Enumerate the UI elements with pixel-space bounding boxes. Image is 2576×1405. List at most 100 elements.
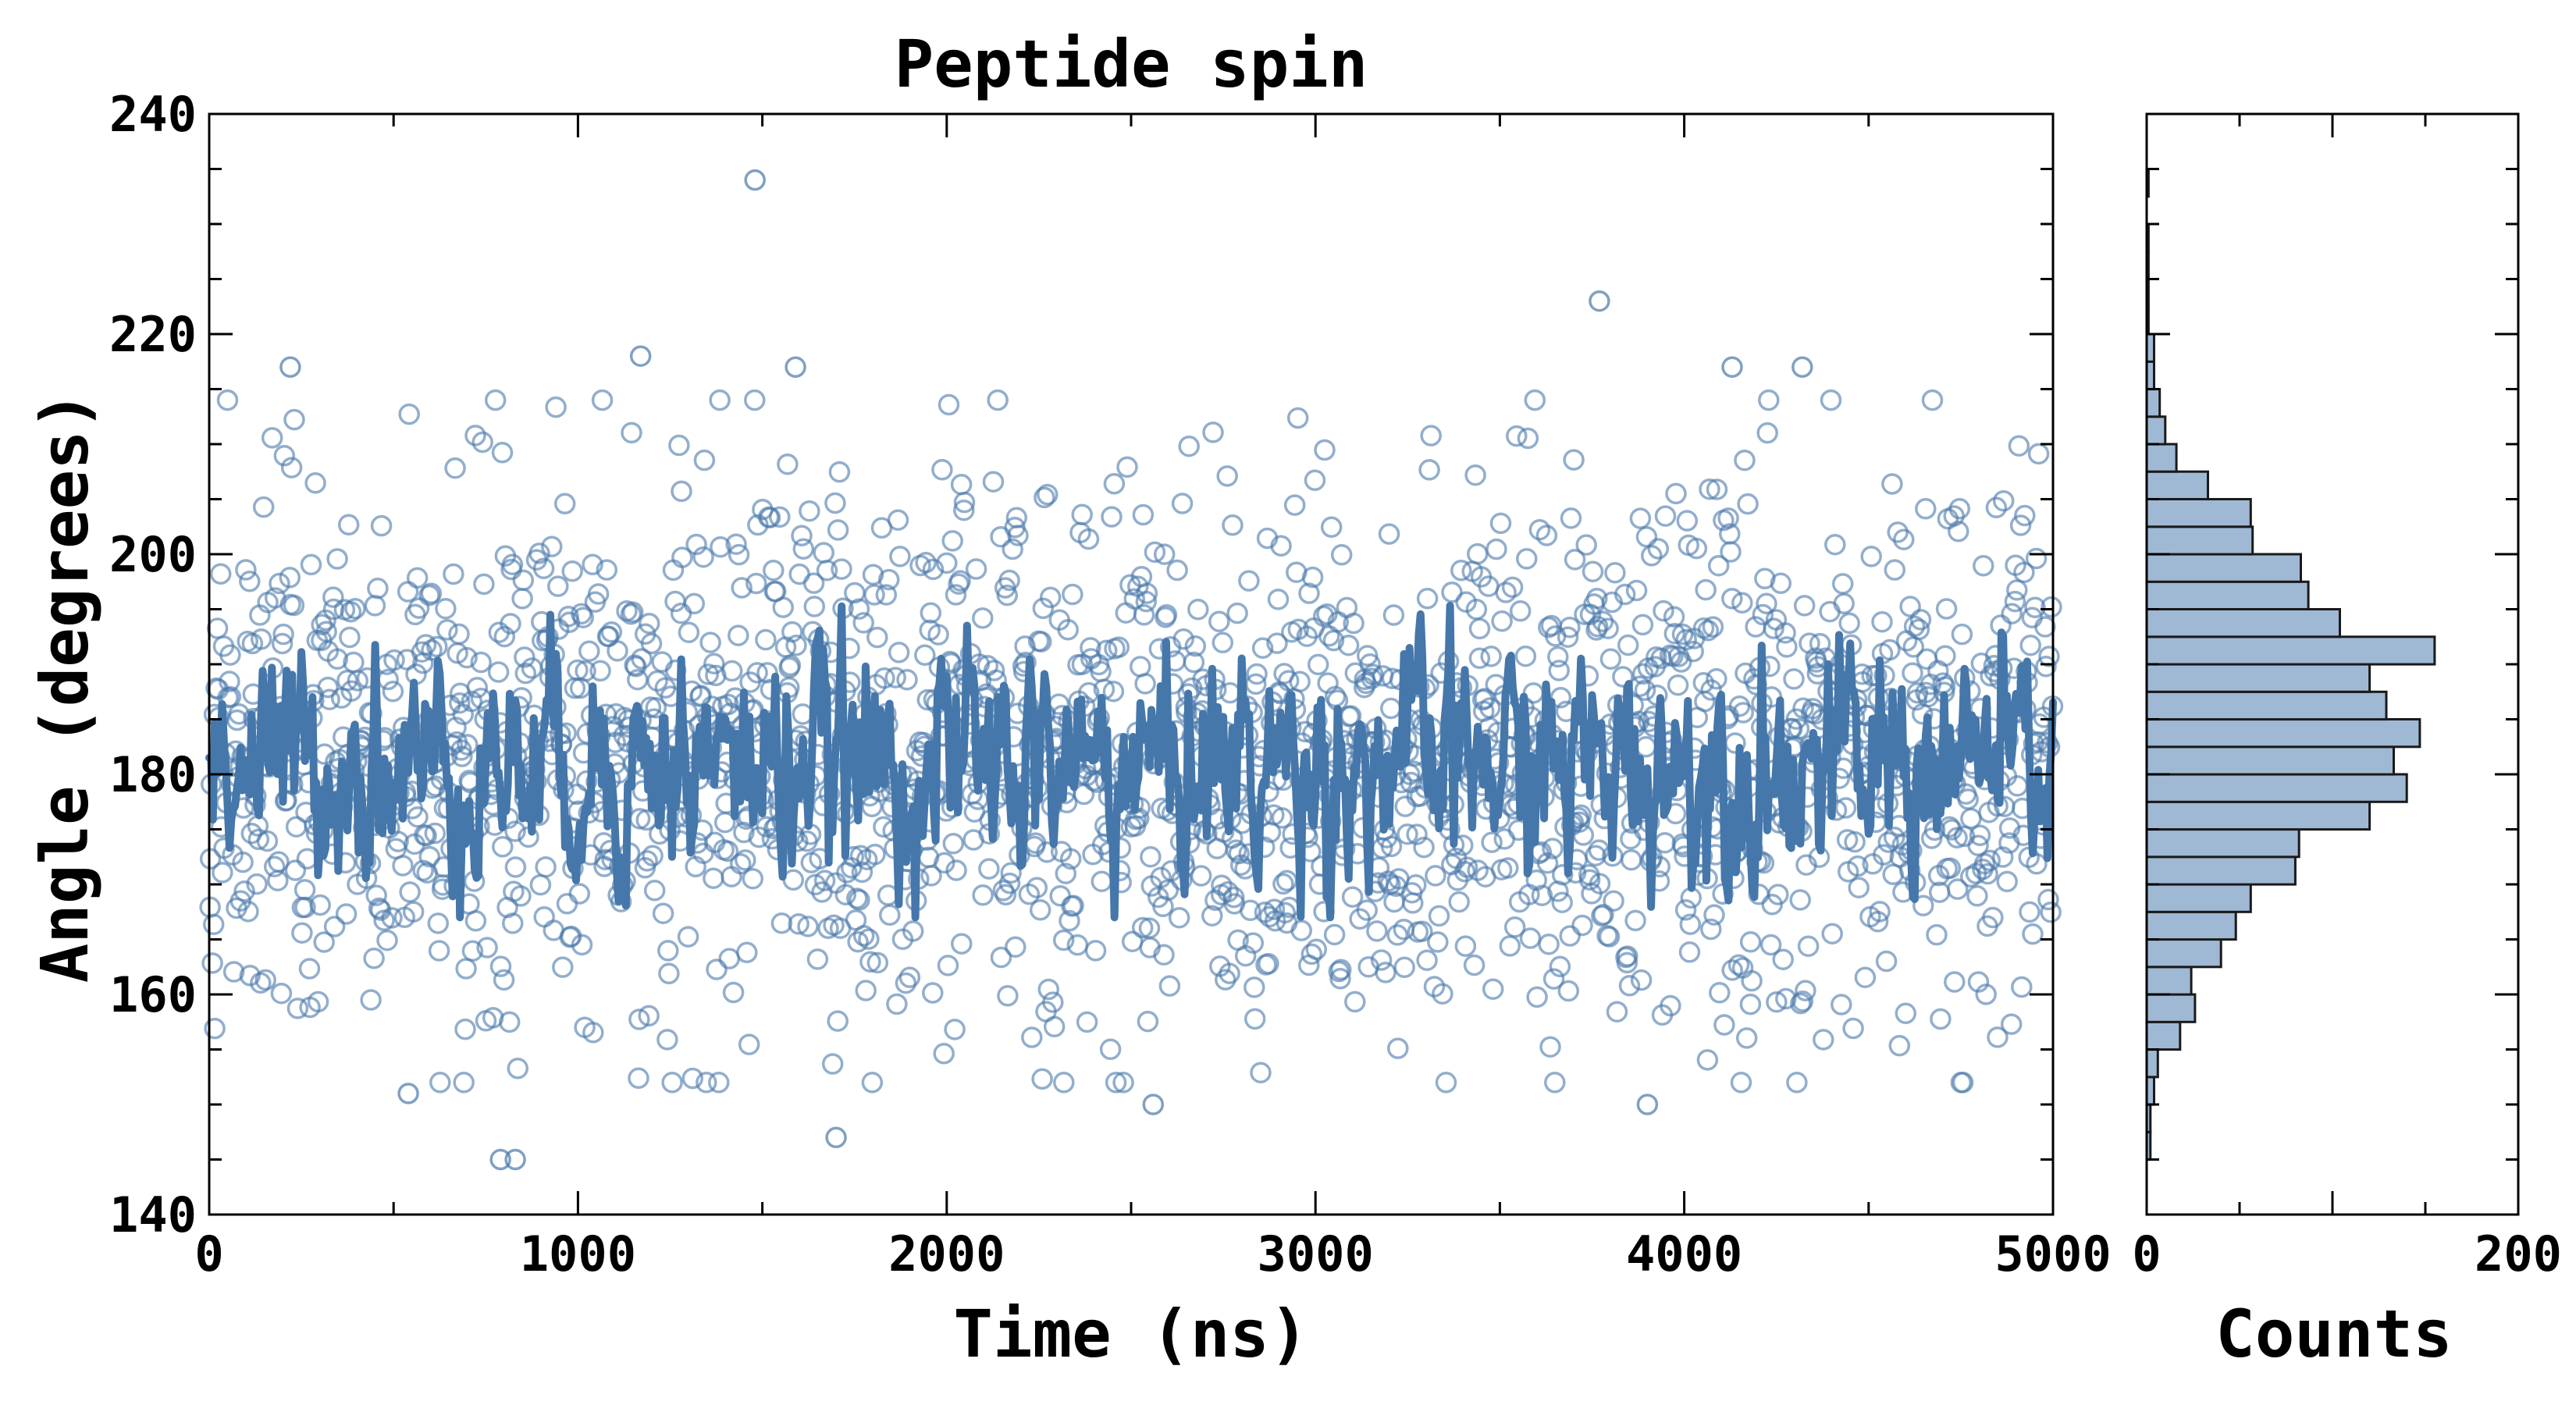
scatter-point [339,626,361,649]
scatter-point [1548,660,1570,681]
scatter-point [1059,909,1080,932]
scatter-point [1320,516,1343,539]
scatter-point [407,806,429,828]
scatter-point [1405,873,1427,896]
scatter-point [677,926,699,948]
scatter-point [1721,588,1743,610]
scatter-point-outlier [397,1083,419,1104]
scatter-point [1947,878,1969,900]
scatter-point [683,592,706,615]
scatter-point [206,617,229,639]
scatter-point [1967,834,1989,856]
scatter-point [291,922,313,944]
scatter-point [337,514,360,536]
scatter-point [502,912,524,934]
scatter-point [1078,681,1100,704]
scatter-point [828,461,851,483]
scatter-point [582,1022,604,1044]
scatter-point [286,998,309,1019]
histogram-bar [2145,800,2371,831]
scatter-point [1847,855,1869,877]
histogram-bar [2145,993,2197,1023]
scatter-point [852,925,875,947]
scatter-point [1641,545,1663,567]
histogram-bar [2145,966,2193,996]
scatter-point [364,595,386,617]
scatter-point [951,933,973,955]
scatter-point [589,660,611,682]
scatter-point [2000,1013,2023,1035]
histogram-bar [2145,1020,2182,1051]
scatter-point [859,951,881,973]
scatter-point [1420,425,1442,446]
scatter-point [661,1072,683,1094]
scatter-point [895,972,917,994]
scatter-point [1589,873,1611,895]
scatter-point [1356,899,1378,921]
scatter-point [827,519,849,541]
scatter-point [636,850,658,872]
scatter-point [1222,514,1244,536]
scatter-point [896,669,918,691]
scatter-point [914,644,936,667]
scatter-point [692,546,714,568]
scatter-point [528,542,550,564]
scatter-point [313,931,335,953]
scatter-point [1770,572,1792,595]
scatter-point [785,635,807,656]
scatter-point [658,962,680,985]
histogram-bar [2145,855,2297,886]
scatter-point [1244,976,1265,998]
scatter-point [1258,952,1279,975]
scatter-point [769,506,791,528]
scatter-point [1660,994,1681,1017]
scatter-point [1763,617,1784,639]
scatter-point [199,848,222,870]
scatter-point [1879,638,1901,661]
scatter-point [1370,949,1393,971]
scatter-point [813,542,834,564]
scatter-point [429,1072,451,1094]
scatter-point [510,885,532,907]
scatter-point [212,862,233,884]
scatter-point [884,667,906,688]
scatter-point [1783,668,1805,690]
scatter-point [1612,666,1634,688]
scatter-point [1059,848,1082,870]
scatter-point [1893,528,1915,551]
scatter-point [1996,870,2018,893]
scatter-point [1112,1072,1134,1094]
histogram-bar [2145,415,2167,446]
scatter-point [902,920,924,942]
scatter-point [1820,389,1842,411]
scatter-point [994,884,1017,906]
scatter-point [806,948,829,970]
scatter-point [953,499,975,521]
scatter-point [473,573,495,596]
scatter-point [722,981,745,1004]
scatter-point [638,612,660,635]
scatter-point [1099,1038,1122,1061]
scatter-point [1788,717,1810,740]
scatter-point [1029,899,1051,921]
scatter-point [888,642,910,663]
scatter-point [1582,560,1604,582]
scatter-point [1539,1036,1561,1058]
scatter-point [1116,456,1138,478]
scatter-point [802,572,825,594]
scatter-point [1517,427,1539,450]
scatter-point [424,822,447,845]
scatter-point [1621,848,1642,871]
scatter-point [237,901,259,923]
scatter-point [1497,857,1519,879]
scatter-point [1524,389,1546,411]
x-tick-label: 5000 [1994,1225,2111,1282]
scatter-point [821,1053,844,1075]
scatter-point [1077,528,1100,550]
scatter-point [1739,993,1762,1016]
scatter-point [1813,1029,1834,1051]
scatter-point [950,473,973,496]
scatter-point [1501,576,1524,599]
scatter-point [552,956,574,978]
scatter-point [668,434,690,457]
